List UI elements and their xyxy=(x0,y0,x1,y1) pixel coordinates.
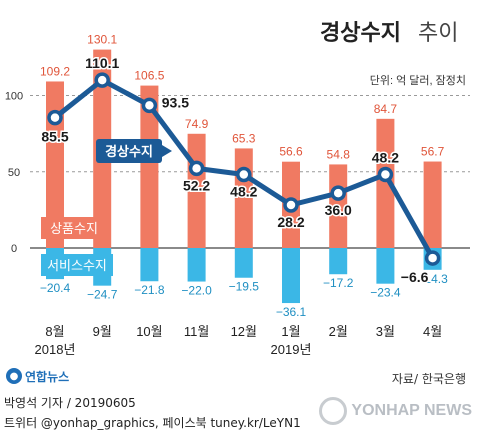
y-tick-label: 100 xyxy=(5,91,23,103)
unit-note: 단위: 억 달러, 잠정치 xyxy=(370,74,466,87)
product-bar xyxy=(423,161,442,248)
x-tick-label: 11월 xyxy=(184,324,209,339)
x-tick-label: 2월 xyxy=(329,324,348,339)
product-value-label: 130.1 xyxy=(87,33,117,47)
current-account-point xyxy=(188,160,205,177)
current-account-point xyxy=(236,166,252,183)
x-tick-label: 4월 xyxy=(423,324,442,339)
x-tick-label: 12월 xyxy=(231,324,257,339)
product-value-label: 54.8 xyxy=(327,147,351,161)
current-account-point xyxy=(283,197,299,213)
current-account-point xyxy=(377,166,394,183)
yonhap-watermark: YONHAP NEWS xyxy=(319,397,472,425)
service-value-label: −19.5 xyxy=(229,280,260,294)
watermark-text: YONHAP NEWS xyxy=(351,402,472,419)
product-legend: 상품수지 xyxy=(50,221,98,236)
current-account-value-label: −6.6 xyxy=(401,269,429,285)
service-legend-box xyxy=(41,254,113,276)
current-account-point xyxy=(47,109,63,126)
service-bar xyxy=(187,248,206,282)
product-value-label: 109.2 xyxy=(40,64,70,78)
service-bar xyxy=(329,248,348,275)
current-account-value-label: 52.2 xyxy=(183,177,210,193)
service-bar xyxy=(140,248,159,282)
credit-social: 트위터 @yonhap_graphics, 페이스북 tuney.kr/LeYN… xyxy=(4,416,301,430)
yonhap-logo: ● 연합뉴스 xyxy=(6,366,69,386)
service-bar xyxy=(376,248,395,284)
service-bar xyxy=(282,248,300,304)
product-value-label: 106.5 xyxy=(134,69,164,83)
x-tick-label: 10월 xyxy=(136,324,162,339)
y-tick-label: 50 xyxy=(8,167,20,179)
year-label: 2018년 xyxy=(35,342,76,357)
service-value-label: −14.3 xyxy=(417,272,448,286)
x-tick-label: 8월 xyxy=(45,324,64,339)
product-value-label: 65.3 xyxy=(232,131,256,145)
current-account-value-label: 93.5 xyxy=(162,94,189,110)
service-value-label: −21.8 xyxy=(134,283,165,297)
current-account-value-label: 85.5 xyxy=(41,129,68,145)
product-legend-box xyxy=(41,217,107,239)
credit-reporter: 박영석 기자 / 20190605 xyxy=(4,396,136,410)
product-value-label: 84.7 xyxy=(374,102,398,116)
x-tick-label: 1월 xyxy=(281,324,300,339)
current-account-value-label: 110.1 xyxy=(85,55,119,71)
product-bar xyxy=(376,118,395,249)
current-account-point xyxy=(94,72,110,88)
watermark-logo-icon xyxy=(319,397,348,425)
product-bar xyxy=(329,164,348,248)
service-value-label: −24.7 xyxy=(87,288,118,302)
product-value-label: 74.9 xyxy=(185,117,209,131)
current-account-value-label: 48.2 xyxy=(230,183,257,199)
x-tick-label: 3월 xyxy=(376,324,395,339)
chart-title-suffix: 추이 xyxy=(418,20,458,45)
product-value-label: 56.7 xyxy=(421,145,445,159)
service-value-label: −17.2 xyxy=(323,276,354,290)
current-account-legend-pointer xyxy=(162,145,172,157)
service-value-label: −22.0 xyxy=(181,284,212,298)
footer xyxy=(0,362,480,438)
current-account-point xyxy=(330,185,346,201)
yonhap-logo-text: 연합뉴스 xyxy=(25,369,70,384)
current-account-legend: 경상수지 xyxy=(105,144,153,159)
service-legend: 서비스수지 xyxy=(47,258,107,273)
product-bar xyxy=(140,85,159,249)
current-account-value-label: 48.2 xyxy=(372,149,399,165)
current-account-legend-box xyxy=(96,139,162,163)
service-bar xyxy=(234,248,253,278)
year-label: 2019년 xyxy=(271,342,312,357)
y-tick-label: 0 xyxy=(11,243,17,255)
x-tick-label: 9월 xyxy=(93,324,112,339)
current-account-point xyxy=(141,97,158,114)
yonhap-logo-icon: ● xyxy=(6,368,22,384)
service-value-label: −23.4 xyxy=(370,286,401,300)
service-value-label: −36.1 xyxy=(276,305,307,319)
service-value-label: −20.4 xyxy=(40,281,71,295)
product-value-label: 56.6 xyxy=(279,145,303,159)
current-account-point xyxy=(424,250,441,266)
current-account-value-label: 36.0 xyxy=(325,202,352,218)
source-note: 자료/ 한국은행 xyxy=(391,372,466,386)
current-account-value-label: 28.2 xyxy=(277,214,304,230)
chart-title: 경상수지 xyxy=(320,20,401,45)
